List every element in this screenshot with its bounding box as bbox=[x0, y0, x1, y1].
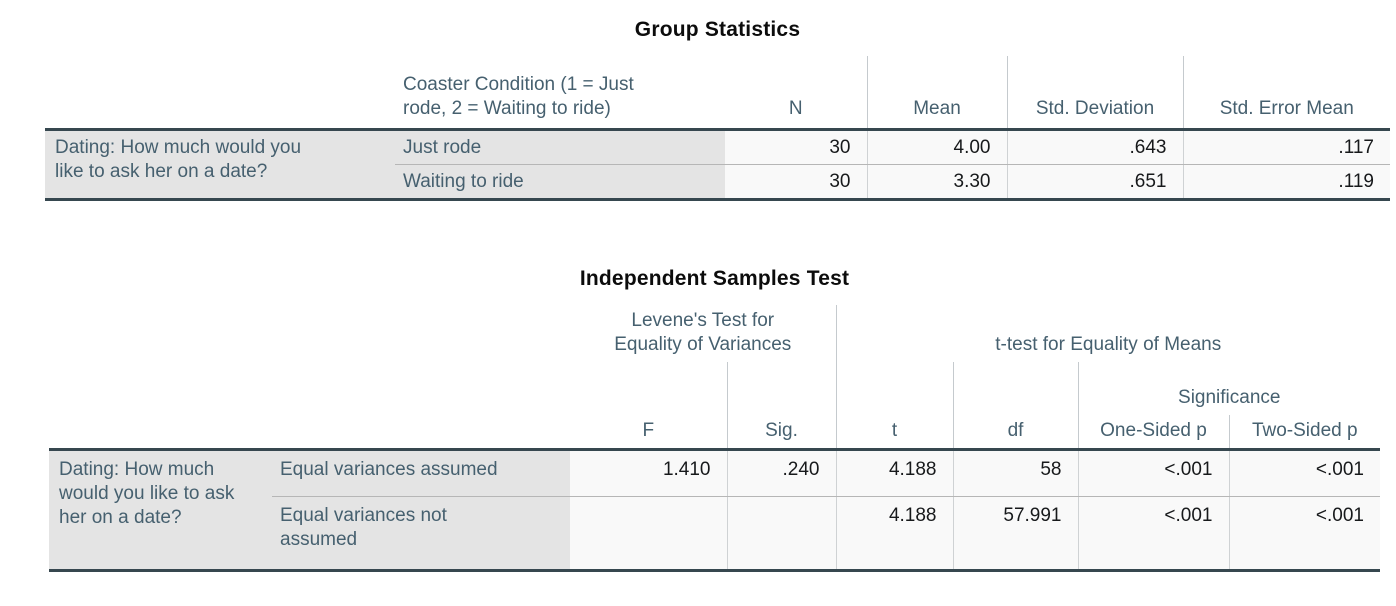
ist-df-value: 57.991 bbox=[952, 496, 1078, 572]
ist-spacer-f bbox=[570, 362, 727, 415]
ist-t-value: 4.188 bbox=[835, 449, 953, 497]
ist-variance-label: Equal variances assumed bbox=[272, 449, 570, 497]
ist-one-sided-p-value: <.001 bbox=[1077, 449, 1229, 497]
independent-samples-test-title: Independent Samples Test bbox=[579, 266, 850, 290]
ist-variance-label: Equal variances not assumed bbox=[272, 496, 570, 572]
table-row: Dating: How much would you like to ask h… bbox=[45, 129, 1390, 201]
ist-variance-label-text: Equal variances assumed bbox=[280, 458, 498, 480]
ist-two-sided-p-value: <.001 bbox=[1228, 496, 1380, 572]
gs-n-value: 30 bbox=[725, 164, 867, 201]
gs-std-error-mean-value: .117 bbox=[1182, 129, 1390, 165]
gs-mean-value: 4.00 bbox=[866, 129, 1007, 165]
table-row: Equal variances not assumed 4.188 57.991… bbox=[49, 496, 1380, 572]
table-row: Dating: How much would you like to ask h… bbox=[49, 449, 1380, 572]
independent-samples-test-table: Independent Samples Test Levene's Test f… bbox=[49, 267, 1380, 572]
gs-header-n: N bbox=[725, 56, 867, 131]
gs-std-deviation-value: .643 bbox=[1006, 129, 1183, 165]
ist-group-levene-text: Levene's Test for Equality of Variances bbox=[614, 309, 792, 355]
gs-header-std-deviation: Std. Deviation bbox=[1006, 56, 1183, 131]
ist-one-sided-p-value: <.001 bbox=[1077, 496, 1229, 572]
ist-header-f: F bbox=[570, 414, 727, 451]
ist-header-sig: Sig. bbox=[726, 414, 836, 451]
ist-group-levene: Levene's Test for Equality of Variances bbox=[570, 305, 836, 362]
ist-t-value: 4.188 bbox=[835, 496, 953, 572]
ist-spacer-df bbox=[952, 361, 1078, 415]
gs-n-value: 30 bbox=[725, 129, 867, 165]
ist-header-t: t bbox=[835, 414, 953, 451]
ist-sig-value bbox=[726, 496, 836, 572]
ist-f-value: 1.410 bbox=[570, 449, 727, 497]
ist-header-one-sided-p: One-Sided p bbox=[1077, 414, 1229, 451]
ist-group-ttest: t-test for Equality of Means bbox=[835, 304, 1380, 362]
group-statistics-title: Group Statistics bbox=[634, 18, 801, 41]
gs-row-label-text: Dating: How much would you like to ask h… bbox=[55, 136, 302, 182]
ist-sig-value: .240 bbox=[726, 449, 836, 497]
gs-corner-cell bbox=[45, 56, 395, 131]
gs-row-label: Dating: How much would you like to ask h… bbox=[45, 129, 395, 201]
ist-header-df: df bbox=[952, 414, 1078, 451]
ist-group-significance: Significance bbox=[1077, 361, 1380, 415]
ist-header-two-sided-p: Two-Sided p bbox=[1228, 414, 1380, 451]
ist-two-sided-p-value: <.001 bbox=[1228, 449, 1380, 497]
table-row: Waiting to ride 30 3.30 .651 .119 bbox=[45, 164, 1390, 201]
gs-group-label: Just rode bbox=[395, 129, 725, 165]
group-statistics-table: Group Statistics Coaster Condition (1 = … bbox=[45, 18, 1390, 201]
ist-spacer-sig bbox=[726, 361, 836, 415]
gs-group-label: Waiting to ride bbox=[395, 164, 725, 201]
gs-std-deviation-value: .651 bbox=[1006, 164, 1183, 201]
ist-f-value bbox=[570, 496, 727, 572]
ist-df-value: 58 bbox=[952, 449, 1078, 497]
gs-std-error-mean-value: .119 bbox=[1182, 164, 1390, 201]
gs-mean-value: 3.30 bbox=[866, 164, 1007, 201]
ist-spacer-t bbox=[835, 361, 953, 415]
gs-header-factor-text: Coaster Condition (1 = Just rode, 2 = Wa… bbox=[403, 73, 634, 119]
gs-header-factor: Coaster Condition (1 = Just rode, 2 = Wa… bbox=[395, 56, 725, 131]
gs-header-mean: Mean bbox=[866, 56, 1007, 131]
ist-variance-label-text: Equal variances not assumed bbox=[280, 504, 447, 550]
ist-corner-cell bbox=[49, 304, 570, 451]
gs-header-std-error-mean: Std. Error Mean bbox=[1182, 56, 1390, 131]
ist-row-label: Dating: How much would you like to ask h… bbox=[49, 449, 272, 572]
